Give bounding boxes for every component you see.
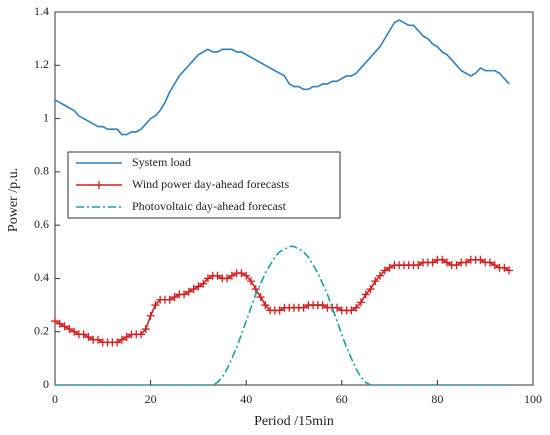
series-marker <box>299 303 308 312</box>
series-marker <box>438 255 447 264</box>
legend-label: Wind power day-ahead forecasts <box>132 177 289 191</box>
y-tick-label: 0.8 <box>34 164 49 178</box>
series-marker <box>275 306 284 315</box>
series-marker <box>194 282 203 291</box>
series-marker <box>60 322 69 331</box>
y-tick-label: 0 <box>43 377 49 391</box>
series-marker <box>146 311 155 320</box>
series-marker <box>385 263 394 272</box>
series-marker <box>333 303 342 312</box>
series-marker <box>227 271 236 280</box>
series-marker <box>170 293 179 302</box>
series-marker <box>476 255 485 264</box>
series-marker <box>371 277 380 286</box>
y-tick-label: 1 <box>43 110 49 124</box>
series-marker <box>84 333 93 342</box>
plot-frame <box>54 11 534 386</box>
series-marker <box>500 263 509 272</box>
y-tick-label: 1.2 <box>34 57 49 71</box>
y-axis-label: Power /p.u. <box>6 168 21 232</box>
series-marker <box>428 258 437 267</box>
series-line <box>54 19 510 136</box>
series-marker <box>199 279 208 288</box>
x-axis-label: Period /15min <box>254 414 334 429</box>
x-tick-label: 60 <box>336 392 348 406</box>
series-marker <box>79 330 88 339</box>
series-marker <box>237 269 246 278</box>
series-line <box>54 258 510 344</box>
series-marker <box>505 266 514 275</box>
series-marker <box>65 325 74 334</box>
series-marker <box>203 274 212 283</box>
series-marker <box>256 293 265 302</box>
series-marker <box>380 266 389 275</box>
series-marker <box>137 330 146 339</box>
legend-label: Photovoltaic day-ahead forecast <box>132 199 287 213</box>
x-tick-label: 100 <box>524 392 542 406</box>
series-marker <box>261 301 270 310</box>
series-marker <box>180 290 189 299</box>
series-marker <box>55 319 64 328</box>
series-marker <box>151 301 160 310</box>
series-marker <box>366 285 375 294</box>
series-marker <box>376 271 385 280</box>
series-marker <box>246 277 255 286</box>
series-marker <box>347 306 356 315</box>
x-tick-label: 80 <box>431 392 443 406</box>
series-line <box>55 245 510 386</box>
series-marker <box>213 271 222 280</box>
series-marker <box>361 290 370 299</box>
series-marker <box>414 261 423 270</box>
series-marker <box>352 303 361 312</box>
series-marker <box>51 317 59 326</box>
series-marker <box>223 274 232 283</box>
y-tick-label: 0.6 <box>34 217 49 231</box>
series-marker <box>141 325 150 334</box>
series-marker <box>318 301 327 310</box>
series-marker <box>452 261 461 270</box>
y-tick-label: 0.4 <box>34 270 49 284</box>
legend-marker <box>95 181 103 189</box>
x-tick-label: 20 <box>145 392 157 406</box>
x-tick-label: 40 <box>240 392 252 406</box>
series-marker <box>462 258 471 267</box>
series-marker <box>490 261 499 270</box>
series-marker <box>117 335 126 344</box>
series-marker <box>70 327 79 336</box>
series-marker <box>442 258 451 267</box>
series-marker <box>113 338 122 347</box>
x-tick-label: 0 <box>52 392 58 406</box>
series-marker <box>122 333 131 342</box>
y-tick-label: 1.4 <box>34 4 49 18</box>
series-marker <box>356 298 365 307</box>
legend-label: System load <box>132 155 191 169</box>
series-marker <box>184 287 193 296</box>
series-marker <box>485 258 494 267</box>
series-marker <box>251 285 260 294</box>
series-marker <box>189 285 198 294</box>
series-marker <box>94 335 103 344</box>
y-tick-label: 0.2 <box>34 323 49 337</box>
series-marker <box>165 295 174 304</box>
series-marker <box>242 271 251 280</box>
